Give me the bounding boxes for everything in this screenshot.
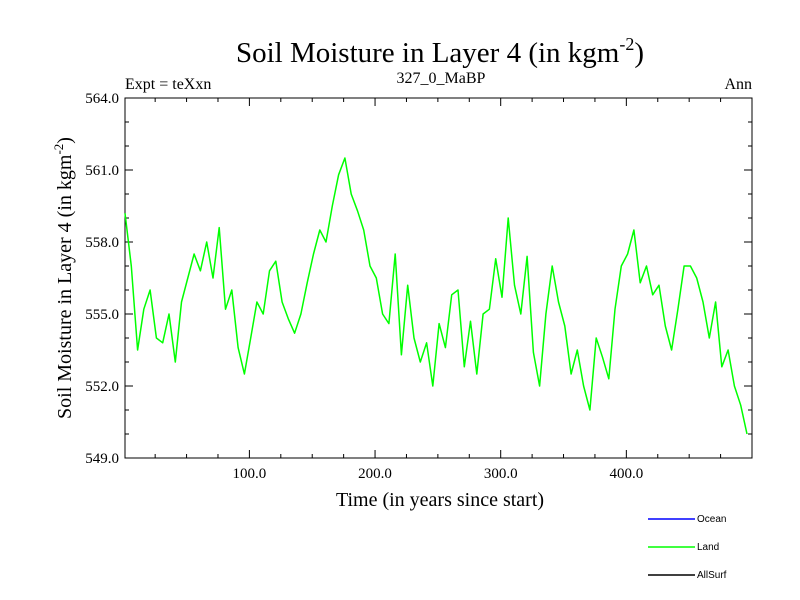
y-tick-label: 561.0 — [85, 163, 119, 179]
y-axis-label: Soil Moisture in Layer 4 (in kgm-2) — [51, 137, 76, 419]
axis-tick-labels: 549.0 552.0 555.0 558.0 561.0 564.0 100.0 200.0… — [85, 91, 643, 482]
subtitle-left: Expt = teXxn — [125, 76, 211, 93]
subtitle-center: 327_0_MaBP — [397, 70, 486, 87]
plot-frame — [124, 97, 753, 459]
y-tick-label: 555.0 — [85, 307, 119, 323]
x-tick-label: 400.0 — [609, 466, 643, 482]
y-tick-label: 552.0 — [85, 379, 119, 395]
legend: Ocean Land AllSurf — [648, 514, 727, 581]
subtitle-right: Ann — [724, 76, 752, 93]
axis-ticks — [125, 97, 753, 459]
legend-label-allsurf: AllSurf — [697, 570, 727, 581]
y-tick-label: 549.0 — [85, 451, 119, 467]
series-line-land — [124, 157, 748, 435]
y-tick-label: 558.0 — [85, 235, 119, 251]
legend-label-ocean: Ocean — [697, 514, 726, 525]
x-axis-label: Time (in years since start) — [336, 489, 544, 511]
x-tick-label: 100.0 — [233, 466, 267, 482]
x-tick-label: 200.0 — [358, 466, 392, 482]
y-tick-label: 564.0 — [85, 91, 119, 107]
x-tick-label: 300.0 — [484, 466, 518, 482]
chart-title: Soil Moisture in Layer 4 (in kgm-2) — [236, 34, 644, 69]
legend-label-land: Land — [697, 542, 719, 553]
